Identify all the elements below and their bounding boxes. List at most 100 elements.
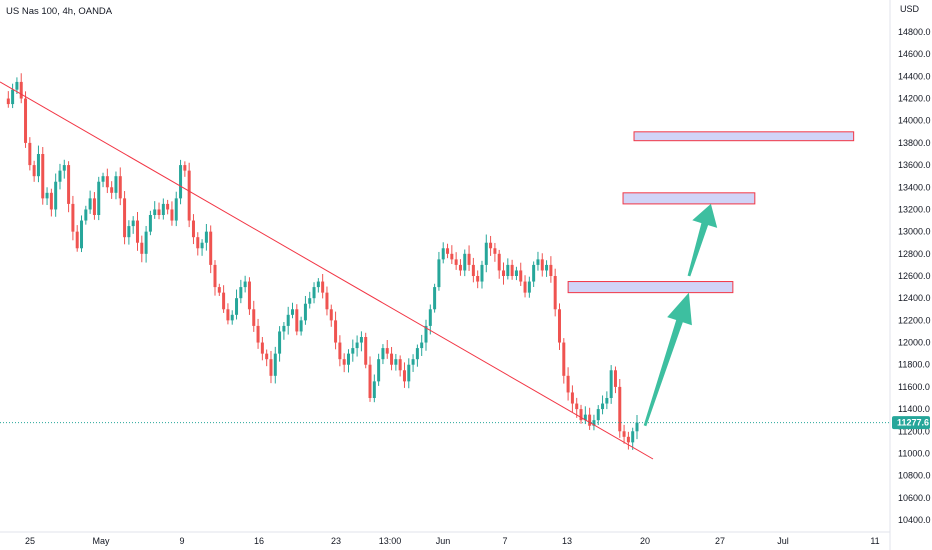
candle-body[interactable] — [166, 203, 170, 210]
candle[interactable] — [609, 365, 613, 404]
candle[interactable] — [411, 354, 415, 372]
candle-body[interactable] — [273, 353, 277, 376]
candle[interactable] — [291, 302, 295, 319]
candle-body[interactable] — [467, 253, 471, 265]
candle-body[interactable] — [527, 281, 531, 293]
candle[interactable] — [32, 160, 36, 182]
candle[interactable] — [101, 172, 105, 188]
candle-body[interactable] — [502, 270, 506, 276]
candle-body[interactable] — [131, 220, 135, 227]
candle-body[interactable] — [359, 337, 363, 343]
candle[interactable] — [209, 225, 213, 274]
candle-body[interactable] — [308, 298, 312, 304]
candle[interactable] — [179, 159, 183, 205]
candle[interactable] — [355, 335, 359, 357]
candle[interactable] — [618, 379, 622, 438]
candle-body[interactable] — [45, 192, 49, 199]
candle[interactable] — [450, 245, 454, 265]
candle-body[interactable] — [613, 370, 617, 387]
candle[interactable] — [372, 374, 376, 403]
candle-body[interactable] — [291, 309, 295, 315]
candle[interactable] — [278, 326, 282, 362]
candle[interactable] — [502, 262, 506, 285]
candle[interactable] — [230, 310, 234, 325]
candle-body[interactable] — [144, 231, 148, 254]
candle[interactable] — [260, 337, 264, 361]
candle-body[interactable] — [497, 253, 501, 271]
candle[interactable] — [514, 266, 518, 281]
candle[interactable] — [140, 235, 144, 263]
candle-body[interactable] — [88, 198, 92, 210]
candle-body[interactable] — [127, 226, 131, 238]
candle-body[interactable] — [588, 414, 592, 426]
candle-body[interactable] — [471, 264, 475, 276]
projection-arrow[interactable] — [643, 292, 692, 427]
candle-body[interactable] — [450, 253, 454, 260]
candle-body[interactable] — [441, 248, 445, 260]
candle[interactable] — [394, 353, 398, 371]
candle-body[interactable] — [32, 165, 36, 177]
candle-body[interactable] — [97, 181, 101, 215]
candle[interactable] — [359, 331, 363, 352]
candles[interactable] — [6, 73, 639, 450]
candle[interactable] — [506, 258, 510, 280]
candle-body[interactable] — [278, 331, 282, 354]
candle-body[interactable] — [493, 248, 497, 254]
candle[interactable] — [303, 295, 307, 325]
candle[interactable] — [601, 395, 605, 415]
candle[interactable] — [476, 270, 480, 289]
candle-body[interactable] — [28, 142, 32, 166]
candle[interactable] — [144, 225, 148, 263]
candle[interactable] — [256, 318, 260, 349]
candle[interactable] — [226, 303, 230, 325]
candle[interactable] — [454, 252, 458, 270]
candle-body[interactable] — [174, 198, 178, 221]
candle[interactable] — [325, 286, 329, 316]
candle-body[interactable] — [235, 298, 239, 315]
candle-body[interactable] — [209, 231, 213, 265]
candle-body[interactable] — [67, 165, 71, 204]
candle[interactable] — [381, 344, 385, 365]
candle[interactable] — [613, 366, 617, 394]
candle-body[interactable] — [557, 309, 561, 343]
candle[interactable] — [84, 205, 88, 225]
target-zone[interactable] — [633, 131, 855, 142]
candle-body[interactable] — [454, 259, 458, 265]
candle[interactable] — [334, 311, 338, 350]
candle-body[interactable] — [368, 364, 372, 398]
candle[interactable] — [497, 249, 501, 279]
candle[interactable] — [424, 319, 428, 351]
candle[interactable] — [153, 201, 157, 219]
candle-body[interactable] — [420, 342, 424, 349]
candle-body[interactable] — [41, 154, 45, 199]
candle[interactable] — [312, 282, 316, 304]
candle[interactable] — [239, 279, 243, 304]
candle-body[interactable] — [428, 309, 432, 326]
candle[interactable] — [265, 349, 269, 367]
candle-body[interactable] — [196, 237, 200, 249]
candle[interactable] — [377, 353, 381, 386]
candle[interactable] — [493, 242, 497, 262]
candle-body[interactable] — [316, 281, 320, 288]
candle[interactable] — [321, 274, 325, 299]
candle-body[interactable] — [562, 342, 566, 376]
candle-body[interactable] — [256, 325, 260, 343]
candle-body[interactable] — [303, 303, 307, 321]
candle[interactable] — [187, 162, 191, 228]
candle[interactable] — [123, 191, 127, 245]
candle[interactable] — [71, 195, 75, 241]
candle[interactable] — [247, 277, 251, 315]
candle-body[interactable] — [101, 176, 105, 182]
candle[interactable] — [88, 190, 92, 214]
candle-body[interactable] — [247, 281, 251, 310]
candle[interactable] — [170, 201, 174, 226]
candle-body[interactable] — [243, 281, 247, 288]
candle-body[interactable] — [148, 215, 152, 232]
candle[interactable] — [579, 404, 583, 424]
candle[interactable] — [295, 304, 299, 336]
candle[interactable] — [28, 137, 32, 171]
candle-body[interactable] — [200, 242, 204, 249]
candle[interactable] — [527, 276, 531, 298]
candle-body[interactable] — [390, 353, 394, 365]
target-zone[interactable] — [622, 192, 756, 205]
